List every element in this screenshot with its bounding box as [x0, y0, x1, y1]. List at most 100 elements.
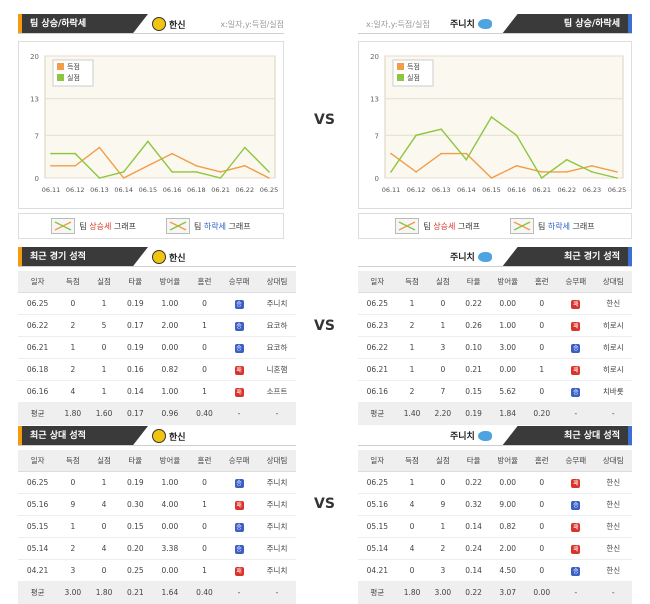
- table-cell: 히로시: [594, 358, 632, 381]
- result-badge: 패: [571, 544, 581, 554]
- trend-header-right: x:일자,y:득점/실점 주니치 팀 상승/하락세: [358, 14, 632, 34]
- h2h-table-left: 일자 득점 실점 타율 방어율 홈런 승무패 상대팀 06.25 0 1 0.19 1.00 0 승 주니치 0…: [18, 450, 296, 604]
- average-cell: -: [557, 402, 595, 425]
- table-row: 06.22 2 5 0.17 2.00 1 승 요코하: [18, 314, 296, 337]
- table-cell: 0: [526, 515, 558, 538]
- table-cell: 06.25: [18, 292, 58, 315]
- average-cell: -: [220, 402, 258, 425]
- result-badge: 패: [571, 522, 581, 532]
- data-point: [440, 128, 443, 130]
- result-badge: 패: [571, 478, 581, 488]
- table-row: 04.21 0 3 0.14 4.50 0 승 한신: [358, 559, 632, 582]
- data-point: [74, 152, 77, 155]
- x-tick-label: 06.15: [482, 186, 501, 194]
- table-cell: 0.24: [458, 537, 489, 560]
- data-point: [565, 171, 568, 173]
- table-cell: 1: [57, 515, 89, 538]
- x-tick-label: 06.21: [532, 186, 551, 194]
- table-cell: 1: [396, 471, 428, 494]
- x-tick-label: 06.22: [557, 186, 576, 194]
- result-badge: 승: [234, 343, 244, 353]
- data-point: [415, 134, 417, 137]
- table-cell: 0.14: [119, 380, 151, 403]
- data-point: [465, 158, 468, 161]
- table-header-row: 일자 득점 실점 타율 방어율 홈런 승무패 상대팀: [18, 271, 296, 293]
- column-header: 득점: [57, 271, 89, 293]
- team-name-right: 주니치: [450, 429, 492, 442]
- table-cell: 4: [88, 493, 120, 516]
- y-tick-label: 7: [375, 132, 379, 140]
- column-header: 방어율: [150, 271, 189, 293]
- x-tick-label: 06.15: [139, 186, 158, 194]
- table-header-row: 일자 득점 실점 타율 방어율 홈런 승무패 상대팀: [358, 450, 632, 472]
- legend-down-item: 팀 하락세 그래프: [510, 218, 595, 234]
- table-cell: 0.32: [458, 493, 489, 516]
- table-cell: 5.62: [489, 380, 527, 403]
- table-cell: 1: [88, 292, 120, 315]
- column-header: 상대팀: [594, 271, 632, 293]
- result-badge: 승: [234, 544, 244, 554]
- column-header: 실점: [427, 271, 459, 293]
- legend-swatch: [397, 74, 404, 81]
- table-cell: 06.25: [358, 292, 397, 315]
- column-header: 홈런: [526, 271, 558, 293]
- table-cell: 주니치: [258, 537, 296, 560]
- data-point: [390, 171, 392, 173]
- recent-title-left: 최근 경기 성적: [18, 247, 148, 267]
- x-tick-label: 06.18: [187, 186, 206, 194]
- table-cell: 한신: [594, 471, 632, 494]
- table-cell: 0.26: [458, 314, 489, 337]
- table-cell: 3: [427, 559, 459, 582]
- table-header-row: 일자 득점 실점 타율 방어율 홈런 승무패 상대팀: [358, 271, 632, 293]
- table-row: 06.25 0 1 0.19 1.00 0 승 주니치: [18, 471, 296, 494]
- data-point: [171, 152, 173, 155]
- y-tick-label: 13: [370, 96, 379, 104]
- table-cell: 0: [188, 471, 221, 494]
- chunichi-logo-icon: [477, 18, 492, 29]
- table-row: 06.18 2 1 0.16 0.82 0 패 니혼햄: [18, 358, 296, 381]
- table-row: 05.14 2 4 0.20 3.38 0 승 주니치: [18, 537, 296, 560]
- table-row: 04.21 3 0 0.25 0.00 1 패 주니치: [18, 559, 296, 582]
- average-cell: 0.17: [119, 402, 151, 425]
- table-cell: 0.82: [489, 515, 527, 538]
- table-cell: 주니치: [258, 515, 296, 538]
- data-point: [515, 134, 518, 137]
- average-cell: 1.60: [88, 402, 120, 425]
- data-point: [515, 165, 518, 167]
- table-cell: 0: [88, 515, 120, 538]
- table-cell: 0.14: [458, 515, 489, 538]
- table-cell: 한신: [594, 493, 632, 516]
- y-tick-label: 0: [35, 175, 39, 183]
- average-row: 평균 1.80 1.60 0.17 0.96 0.40- -: [18, 402, 296, 425]
- table-row: 06.16 4 1 0.14 1.00 1 패 소프트: [18, 380, 296, 403]
- table-cell: 06.21: [18, 336, 58, 359]
- table-cell: 1.00: [150, 292, 189, 315]
- column-header: 득점: [57, 450, 89, 472]
- table-cell: 0: [188, 292, 221, 315]
- x-tick-label: 06.16: [163, 186, 182, 194]
- table-cell: 0.17: [119, 314, 151, 337]
- table-cell: 0: [57, 471, 89, 494]
- x-tick-label: 06.25: [260, 186, 279, 194]
- table-cell: 0: [427, 292, 459, 315]
- table-cell: 2: [396, 380, 428, 403]
- table-cell: 0.00: [489, 292, 527, 315]
- trend-legend-left: 팀 상승세 그래프 팀 하락세 그래프: [18, 213, 284, 239]
- average-cell: -: [594, 402, 632, 425]
- column-header: 홈런: [526, 450, 558, 472]
- table-cell: 0.00: [150, 559, 189, 582]
- table-cell: 04.21: [358, 559, 397, 582]
- table-row: 06.22 1 3 0.10 3.00 0 승 히로시: [358, 336, 632, 359]
- table-cell: 0: [396, 559, 428, 582]
- table-row: 06.23 2 1 0.26 1.00 0 패 히로시: [358, 314, 632, 337]
- data-point: [540, 171, 543, 173]
- table-cell: 0.19: [119, 292, 151, 315]
- table-cell: 0.19: [119, 336, 151, 359]
- trend-chart-right: 0 7 13 20 06.11 06.12 06.13 06.14 06.15 06.16 06.2…: [358, 41, 632, 209]
- axis-note-left: x:일자,y:득점/실점: [220, 20, 284, 29]
- table-cell: 04.21: [18, 559, 58, 582]
- table-cell: 1: [188, 493, 221, 516]
- h2h-header-left: 최근 상대 성적 한신: [18, 426, 296, 446]
- table-cell: 05.14: [18, 537, 58, 560]
- table-cell: 1: [88, 380, 120, 403]
